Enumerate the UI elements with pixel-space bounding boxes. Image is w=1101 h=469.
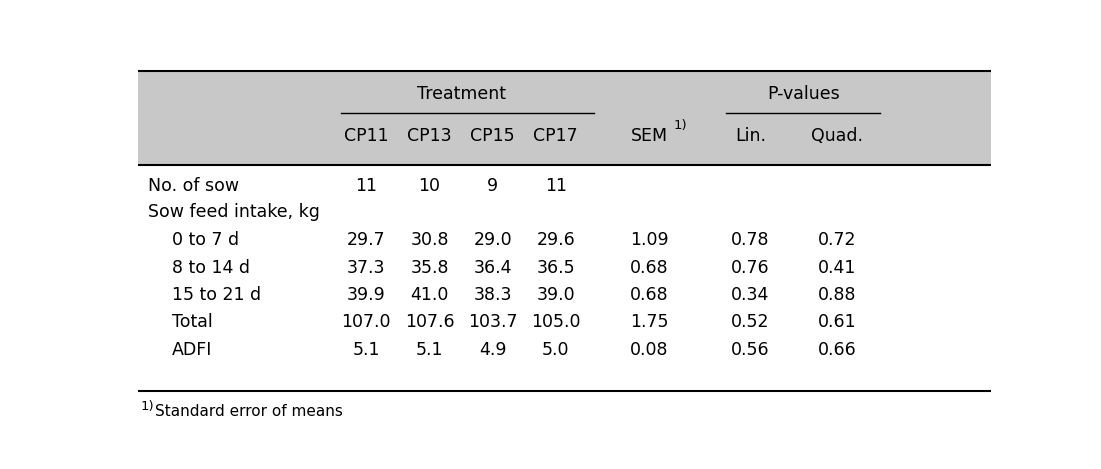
Text: 0.52: 0.52: [731, 313, 770, 331]
Text: Sow feed intake, kg: Sow feed intake, kg: [148, 203, 319, 220]
Text: Treatment: Treatment: [417, 85, 506, 103]
Bar: [138, 71, 991, 165]
Text: No. of sow: No. of sow: [148, 177, 239, 195]
Text: 0.72: 0.72: [818, 232, 857, 250]
Text: 103.7: 103.7: [468, 313, 517, 331]
Text: 0.56: 0.56: [731, 340, 770, 358]
Text: CP13: CP13: [407, 127, 451, 145]
Text: 35.8: 35.8: [411, 258, 449, 277]
Text: Total: Total: [172, 313, 212, 331]
Text: 0.78: 0.78: [731, 232, 770, 250]
Text: 10: 10: [418, 177, 440, 195]
Text: 0.76: 0.76: [731, 258, 770, 277]
Text: 15 to 21 d: 15 to 21 d: [172, 286, 261, 303]
Text: 29.0: 29.0: [473, 232, 512, 250]
Text: 1.09: 1.09: [630, 232, 669, 250]
Text: 5.1: 5.1: [416, 340, 444, 358]
Text: 4.9: 4.9: [479, 340, 506, 358]
Text: 41.0: 41.0: [411, 286, 448, 303]
Text: 11: 11: [545, 177, 567, 195]
Text: 29.6: 29.6: [536, 232, 575, 250]
Text: 9: 9: [487, 177, 498, 195]
Text: 0.61: 0.61: [818, 313, 857, 331]
Text: CP15: CP15: [470, 127, 515, 145]
Text: SEM: SEM: [631, 127, 668, 145]
Text: 39.0: 39.0: [536, 286, 575, 303]
Text: 39.9: 39.9: [347, 286, 385, 303]
Text: 36.4: 36.4: [473, 258, 512, 277]
Text: 0 to 7 d: 0 to 7 d: [172, 232, 239, 250]
Text: 1): 1): [674, 119, 687, 132]
Text: 11: 11: [356, 177, 378, 195]
Text: 5.0: 5.0: [542, 340, 569, 358]
Text: 8 to 14 d: 8 to 14 d: [172, 258, 250, 277]
Text: 30.8: 30.8: [411, 232, 449, 250]
Text: 0.66: 0.66: [818, 340, 857, 358]
Text: CP17: CP17: [533, 127, 578, 145]
Text: 0.08: 0.08: [631, 340, 668, 358]
Text: 0.68: 0.68: [630, 286, 669, 303]
Text: 107.6: 107.6: [405, 313, 455, 331]
Text: 105.0: 105.0: [531, 313, 580, 331]
Text: 29.7: 29.7: [347, 232, 385, 250]
Text: 37.3: 37.3: [347, 258, 385, 277]
Text: 1.75: 1.75: [631, 313, 668, 331]
Text: Standard error of means: Standard error of means: [154, 404, 342, 419]
Text: 5.1: 5.1: [352, 340, 380, 358]
Text: 38.3: 38.3: [473, 286, 512, 303]
Text: 107.0: 107.0: [341, 313, 391, 331]
Text: 0.41: 0.41: [818, 258, 857, 277]
Text: Quad.: Quad.: [811, 127, 863, 145]
Text: CP11: CP11: [344, 127, 389, 145]
Text: 0.88: 0.88: [818, 286, 857, 303]
Text: 0.34: 0.34: [731, 286, 770, 303]
Text: 36.5: 36.5: [536, 258, 575, 277]
Text: Lin.: Lin.: [734, 127, 766, 145]
Text: P-values: P-values: [766, 85, 840, 103]
Text: 1): 1): [141, 400, 154, 413]
Text: 0.68: 0.68: [630, 258, 669, 277]
Text: ADFI: ADFI: [172, 340, 212, 358]
